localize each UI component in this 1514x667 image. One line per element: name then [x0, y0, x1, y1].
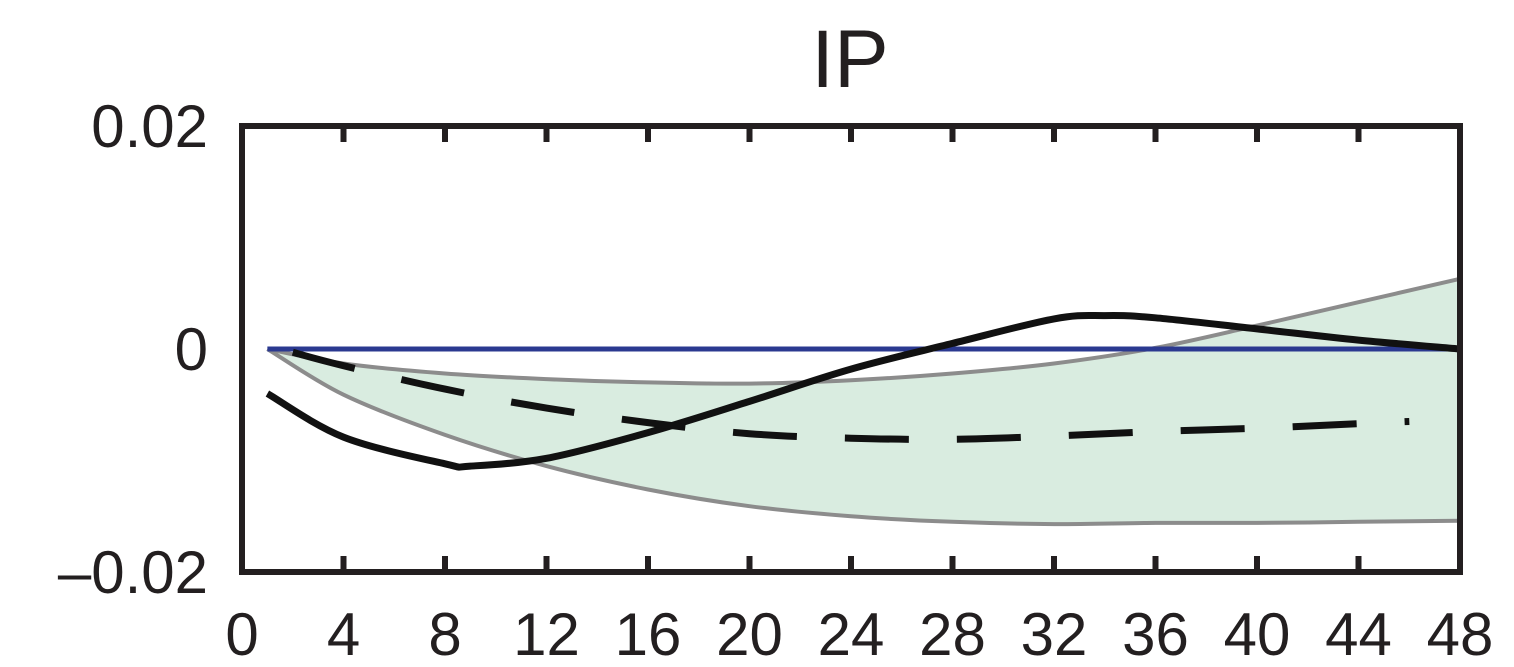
y-tick-label: –0.02 — [58, 539, 208, 606]
y-tick-label: 0.02 — [91, 93, 208, 160]
x-tick-label: 16 — [615, 601, 682, 667]
x-tick-label: 48 — [1427, 601, 1494, 667]
x-tick-label: 8 — [428, 601, 461, 667]
x-tick-label: 28 — [919, 601, 986, 667]
x-tick-label: 24 — [818, 601, 885, 667]
chart-title: IP — [811, 14, 888, 105]
series-layer — [265, 311, 1461, 471]
band-lower-edge — [266, 347, 1461, 527]
y-tick-label: 0 — [175, 316, 208, 383]
x-tick-label: 36 — [1122, 601, 1189, 667]
x-tick-label: 0 — [225, 601, 258, 667]
series-line-dashed — [291, 348, 1410, 443]
x-tick-label: 44 — [1325, 601, 1392, 667]
tick-marks — [340, 126, 1362, 572]
confidence-band — [266, 276, 1461, 527]
band-fill — [267, 278, 1460, 525]
x-axis-tick-labels: 0 4 8 12 16 20 24 28 32 36 40 44 48 — [225, 601, 1493, 667]
x-tick-label: 20 — [716, 601, 783, 667]
x-tick-label: 12 — [513, 601, 580, 667]
y-axis-tick-labels: 0.02 0 –0.02 — [58, 93, 208, 606]
series-line-solid — [265, 311, 1461, 471]
x-tick-label: 32 — [1021, 601, 1088, 667]
x-tick-label: 40 — [1224, 601, 1291, 667]
x-tick-label: 4 — [327, 601, 360, 667]
